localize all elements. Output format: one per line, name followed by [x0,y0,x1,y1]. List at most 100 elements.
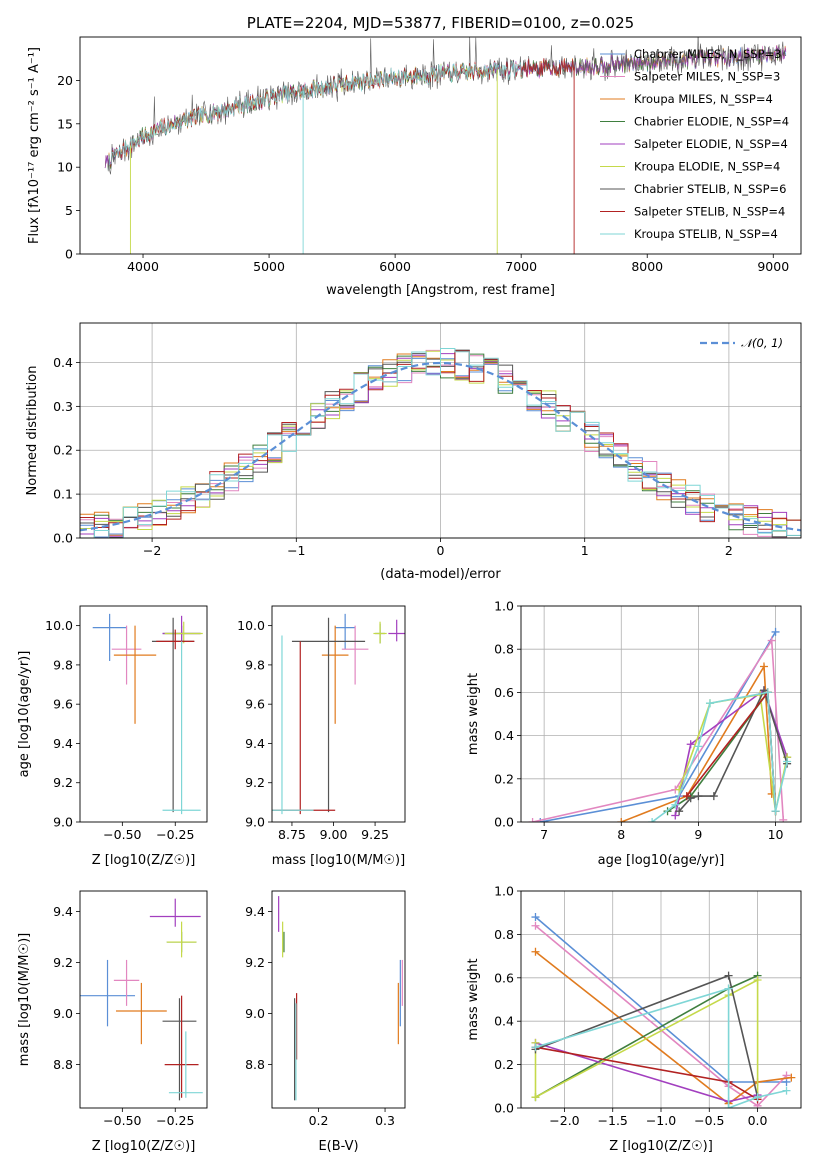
mass_vs_Z-panel: −0.50 −0.25 8.8 9.0 9.2 9.4 Z [log10(Z/Z☉)] mas… [17,890,208,1154]
weight-marker [759,662,768,671]
x-axis-label: Z [log10(Z/Z☉)] [609,1139,713,1154]
y-tick-label: 0.1 [53,487,73,502]
weight-marker [682,792,691,801]
y-tick-label: 0.4 [494,728,514,743]
weight_vs_age-panel: 7 8 9 10 0.0 0.2 0.4 0.6 0.8 1.0 age [log10(age/yr… [466,599,802,868]
spectrum-line [108,60,522,166]
axes-frame [271,890,406,1109]
spectrum-panel: 4000 5000 6000 7000 8000 9000 0 5 10 15 20 waveleng… [27,14,802,298]
weight-marker [767,636,776,645]
y-tick-label: 15 [57,116,73,131]
weight-marker [531,913,540,922]
weight-marker [694,792,703,801]
weight_vs_Z-marks [531,913,796,1108]
x-tick-label: 9000 [757,259,789,274]
weight-line [621,663,773,822]
x-tick-label: 10 [768,827,784,842]
x-tick-label: 8.75 [278,827,306,842]
weight-marker [531,1093,540,1102]
y-tick-label: 9.8 [245,657,265,672]
weight-marker [783,757,792,766]
y-axis-label: mass [log10(M/M☉)] [17,933,32,1066]
age_vs_mass-marks [272,613,405,815]
legend-label: Salpeter ELODIE, N_SSP=4 [634,137,788,151]
age_vs_Z-panel: −0.50 −0.25 9.0 9.2 9.4 9.6 9.8 10.0 Z [log10(Z/… [17,605,208,868]
x-tick-label: 0 [437,543,445,558]
legend-label: Salpeter MILES, N_SSP=3 [634,70,780,84]
y-tick-label: 9.6 [245,697,265,712]
legend-label: Salpeter STELIB, N_SSP=4 [634,205,785,219]
x-tick-label: 9.00 [320,827,348,842]
y-tick-label: 20 [57,73,73,88]
weight-marker [787,1073,796,1082]
x-axis-label: mass [log10(M/M☉)] [272,853,405,868]
weight-marker [671,800,680,809]
age_vs_mass-panel: 8.75 9.00 9.25 9.0 9.2 9.4 9.6 9.8 10.0 mass [log… [237,605,406,868]
y-tick-label: 0.6 [494,685,514,700]
residuals-panel: −2 −1 0 1 2 0.0 0.1 0.2 0.3 0.4 (data-model)/error… [25,322,802,582]
legend-label: Kroupa ELODIE, N_SSP=4 [634,160,780,174]
axes-frame [79,605,208,823]
y-tick-label: 9.2 [53,775,73,790]
axes-frame [79,322,802,539]
y-tick-label: 0.2 [494,771,514,786]
weight-line [535,987,787,1108]
axes-frame [520,890,802,1109]
y-tick-label: 9.2 [245,955,265,970]
weight-marker [686,740,695,749]
histogram-step [80,348,801,538]
weight-marker [531,947,540,956]
spectrum-line [110,58,575,168]
weight_vs_age-marks [528,627,792,822]
y-tick-label: 0.6 [494,970,514,985]
y-tick-label: 10.0 [237,618,265,633]
mass_vs_EBV-panel: 0.2 0.3 8.8 9.0 9.2 9.4 E(B-V) [245,890,406,1154]
x-tick-label: −1.0 [646,1113,676,1128]
x-tick-label: 7 [540,827,548,842]
weight-marker [528,818,537,822]
y-axis-label: Normed distribution [25,366,40,496]
weight-marker [531,1043,540,1052]
x-tick-label: −0.50 [103,827,141,842]
y-tick-label: 9.0 [245,1006,265,1021]
x-tick-label: 8000 [631,259,663,274]
x-tick-label: −2.0 [549,1113,579,1128]
y-tick-label: 9.4 [245,736,265,751]
y-tick-label: 0.2 [53,443,73,458]
legend-label: Kroupa MILES, N_SSP=4 [634,92,773,106]
x-tick-label: 8 [617,827,625,842]
y-tick-label: 1.0 [494,599,514,614]
weight-marker [709,792,718,801]
x-tick-label: 9.25 [361,827,389,842]
y-tick-label: 5 [65,203,73,218]
x-axis-label: Z [log10(Z/Z☉)] [92,853,196,868]
x-tick-label: −0.50 [103,1113,141,1128]
y-tick-label: 9.0 [53,1006,73,1021]
x-tick-label: −0.5 [694,1113,724,1128]
x-tick-label: −0.25 [156,1113,194,1128]
axes-frame [271,605,406,823]
y-tick-label: 9.2 [53,955,73,970]
y-tick-label: 0.4 [494,1014,514,1029]
y-tick-label: 10.0 [45,618,73,633]
weight-marker [753,975,762,984]
x-tick-label: −2 [143,543,161,558]
chart-title: PLATE=2204, MJD=53877, FIBERID=0100, z=0… [247,14,634,32]
spectrum-marks [104,37,787,254]
y-tick-label: 9.6 [53,697,73,712]
y-tick-label: 0.2 [494,1057,514,1072]
axes-frame [79,36,802,255]
x-tick-label: 2 [725,543,733,558]
legend-label: Chabrier STELIB, N_SSP=6 [634,182,786,196]
weight-marker [753,1093,762,1102]
legend-label: Chabrier ELODIE, N_SSP=4 [634,115,789,129]
weight-marker [724,971,733,980]
axes-frame [520,605,802,823]
y-tick-label: 0.4 [53,355,73,370]
weight-marker [617,818,626,822]
x-tick-label: −0.25 [156,827,194,842]
x-axis-label: Z [log10(Z/Z☉)] [92,1139,196,1154]
weight-marker [705,699,714,708]
y-axis-label: mass weight [466,673,481,755]
